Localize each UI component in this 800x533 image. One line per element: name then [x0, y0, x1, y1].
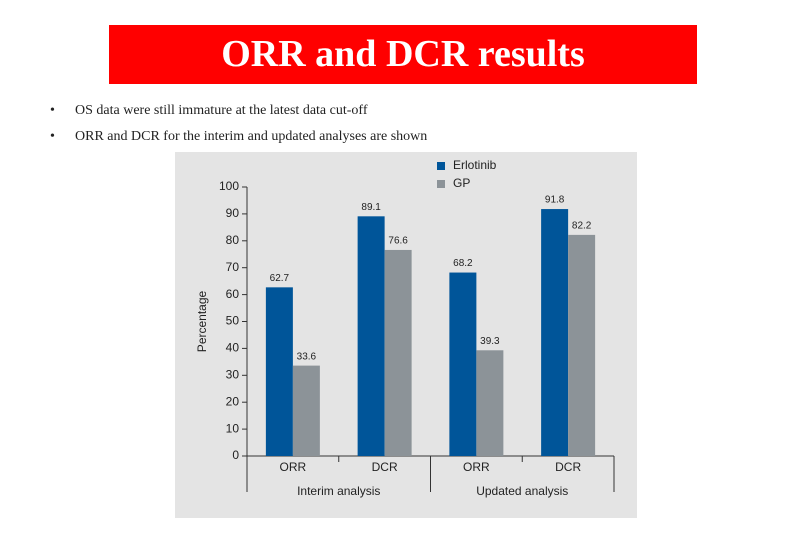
bullet-text: OS data were still immature at the lates…: [75, 103, 368, 118]
y-tick-label: 60: [226, 287, 240, 301]
y-tick-label: 30: [226, 367, 240, 381]
legend-label: Erlotinib: [453, 158, 497, 172]
y-tick-label: 70: [226, 260, 240, 274]
value-label: 82.2: [572, 221, 592, 232]
y-axis-label: Percentage: [195, 290, 209, 352]
value-label: 89.1: [361, 202, 381, 213]
y-tick-label: 10: [226, 421, 240, 435]
slide-title: ORR and DCR results: [109, 25, 697, 84]
y-tick-label: 0: [232, 448, 239, 462]
chart: 0 10 20 30 40 50 60 70 80 90 100 Percentage ORR 62.7 3…: [175, 152, 637, 518]
bar: [476, 350, 504, 456]
y-tick-label: 100: [219, 179, 239, 193]
bar: [384, 249, 412, 456]
x-tick-label: DCR: [555, 460, 581, 474]
y-tick-label: 50: [226, 314, 240, 328]
value-label: 33.6: [297, 351, 317, 362]
bullet-text: ORR and DCR for the interim and updated …: [75, 129, 428, 144]
bar: [292, 365, 320, 456]
group-label: Updated analysis: [476, 484, 568, 498]
bar: [357, 216, 385, 456]
x-tick-label: ORR: [463, 460, 490, 474]
y-tick-label: 40: [226, 341, 240, 355]
y-tick-label: 20: [226, 394, 240, 408]
value-label: 68.2: [453, 258, 473, 269]
value-label: 76.6: [388, 236, 408, 247]
value-label: 62.7: [270, 273, 290, 284]
y-tick-label: 80: [226, 233, 240, 247]
legend-label: GP: [453, 176, 470, 190]
legend-swatch: [437, 162, 445, 170]
x-tick-label: DCR: [372, 460, 398, 474]
bar: [541, 209, 569, 456]
value-label: 91.8: [545, 195, 565, 206]
bar: [265, 287, 293, 456]
legend-swatch: [437, 180, 445, 188]
bar: [568, 234, 596, 456]
y-tick-label: 90: [226, 206, 240, 220]
bar: [449, 272, 477, 456]
value-label: 39.3: [480, 336, 500, 347]
x-tick-label: ORR: [280, 460, 307, 474]
group-label: Interim analysis: [297, 484, 380, 498]
